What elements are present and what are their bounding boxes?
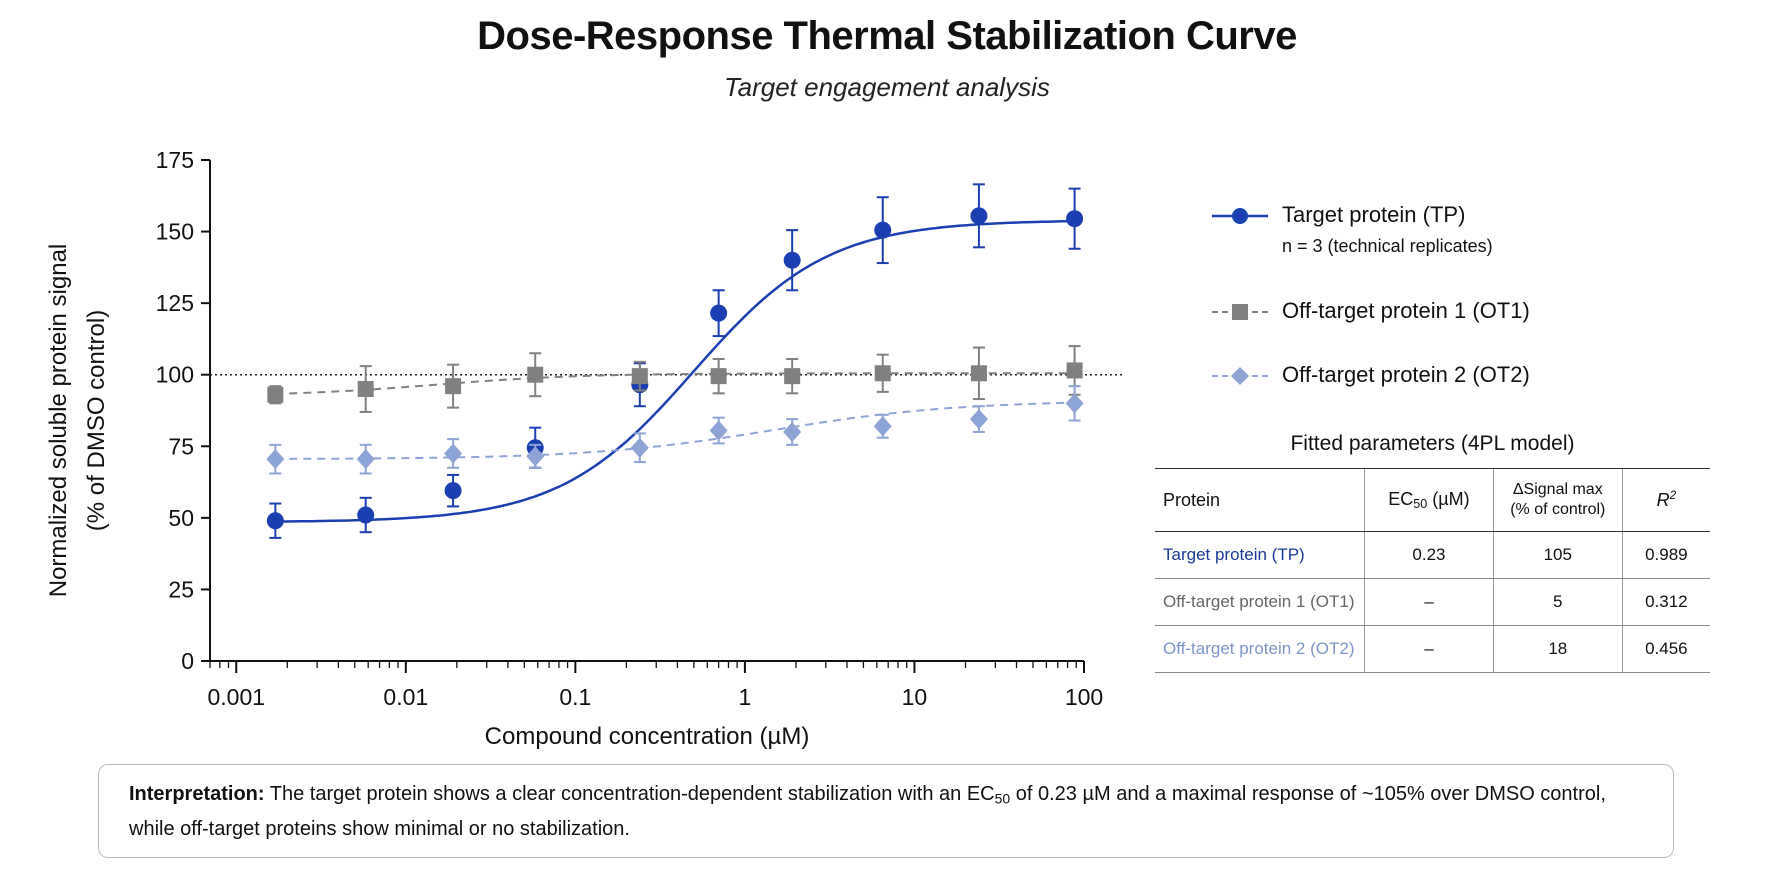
table-row-ot2: Off-target protein 2 (OT2) – 18 0.456 [1155,625,1710,673]
data-point-series-1 [874,221,892,239]
y-tick-label: 150 [156,219,194,245]
data-point-series-2 [784,368,801,385]
params-table-title: Fitted parameters (4PL model) [1290,432,1575,455]
x-tick-label: 0.01 [383,684,428,710]
x-tick-label: 100 [1065,684,1103,710]
params-table-header-row: Protein EC50 (µM) ΔSignal max (% of contr… [1155,468,1710,532]
header-r2: R2 [1621,468,1710,532]
table-row-ot1: Off-target protein 1 (OT1) – 5 0.312 [1155,578,1710,626]
legend-label-ot1: Off-target protein 1 (OT1) [1282,298,1530,323]
data-point-series-3 [1065,393,1084,414]
cell-protein: Off-target protein 1 (OT1) [1155,578,1365,626]
data-point-series-3 [526,446,545,467]
data-point-series-3 [783,421,802,442]
y-axis-title-line2: (% of DMSO control) [83,310,110,531]
x-axis-title: Compound concentration (µM) [485,723,810,750]
data-point-series-2 [874,365,891,382]
cell-signal: 18 [1492,625,1623,673]
legend-marker-tp [1212,208,1268,224]
data-point-series-2 [631,368,648,385]
y-tick-label: 0 [181,648,194,674]
header-signal-max: ΔSignal max (% of control) [1492,468,1623,532]
data-point-series-3 [356,449,375,470]
y-tick-label: 25 [168,576,194,602]
x-tick-label: 1 [739,684,752,710]
cell-ec50: 0.23 [1364,531,1494,579]
interpretation-ec50-sub: 50 [994,790,1011,807]
data-point-series-1 [710,304,728,322]
cell-r2: 0.456 [1621,625,1710,673]
y-tick-label: 125 [156,290,194,316]
data-point-series-2 [710,368,727,385]
interpretation-text-2: of 0.23 µM and a maximal response of ~10… [129,783,1606,840]
x-tick-label: 0.1 [559,684,591,710]
fit-curve-series-2 [275,372,1075,395]
interpretation-label: Interpretation: [129,783,265,805]
y-tick-label: 75 [168,433,194,459]
data-point-series-2 [527,366,544,383]
y-tick-label: 100 [156,362,194,388]
cell-r2: 0.989 [1621,531,1710,579]
x-tick-label: 10 [902,684,928,710]
interpretation-text-1: The target protein shows a clear concent… [264,783,995,805]
fit-curve-series-3 [275,401,1075,460]
cell-ec50: – [1364,578,1494,626]
data-point-series-1 [266,512,284,530]
data-point-series-1 [357,506,375,524]
legend: Target protein (TP) n = 3 (technical rep… [1210,200,1730,404]
data-point-series-2 [445,378,462,395]
data-point-series-2 [1066,362,1083,379]
x-tick-label: 0.001 [207,684,265,710]
y-axis-title-line1: Normalized soluble protein signal [45,244,72,598]
cell-ec50: – [1364,625,1494,673]
header-ec50: EC50 (µM) [1364,468,1494,532]
legend-item-tp: Target protein (TP) n = 3 (technical rep… [1210,200,1730,296]
cell-signal: 105 [1492,531,1623,579]
y-tick-label: 175 [156,147,194,173]
cell-protein: Off-target protein 2 (OT2) [1155,625,1365,673]
data-point-series-1 [970,207,988,225]
legend-item-ot1: Off-target protein 1 (OT1) [1210,296,1730,360]
fit-curve-series-1 [275,219,1075,523]
table-row-tp: Target protein (TP) 0.23 105 0.989 [1155,531,1710,579]
cell-r2: 0.312 [1621,578,1710,626]
legend-marker-ot2 [1212,367,1268,385]
data-point-series-3 [444,443,463,464]
data-point-series-3 [709,420,728,441]
y-tick-label: 50 [168,505,194,531]
cell-signal: 5 [1492,578,1623,626]
data-point-series-1 [1066,210,1084,228]
chart-title: Dose-Response Thermal Stabilization Curv… [477,14,1297,58]
data-point-series-3 [873,416,892,437]
data-point-series-3 [266,449,285,470]
data-point-series-3 [630,437,649,458]
cell-protein: Target protein (TP) [1155,531,1365,579]
data-point-series-2 [970,365,987,382]
header-protein: Protein [1155,468,1365,532]
legend-item-ot2: Off-target protein 2 (OT2) [1210,360,1730,404]
data-point-series-3 [969,409,988,430]
params-table: Protein EC50 (µM) ΔSignal max (% of contr… [1155,468,1710,673]
legend-label-tp: Target protein (TP) [1282,202,1466,227]
legend-label-ot2: Off-target protein 2 (OT2) [1282,362,1530,387]
chart-subtitle: Target engagement analysis [724,72,1050,102]
data-point-series-1 [783,251,801,269]
data-point-series-1 [444,482,462,500]
legend-note-tp: n = 3 (technical replicates) [1282,236,1493,256]
legend-marker-ot1 [1212,304,1268,320]
data-point-series-2 [267,386,284,403]
data-point-series-2 [357,381,374,398]
interpretation-box: Interpretation: The target protein shows… [98,764,1674,858]
